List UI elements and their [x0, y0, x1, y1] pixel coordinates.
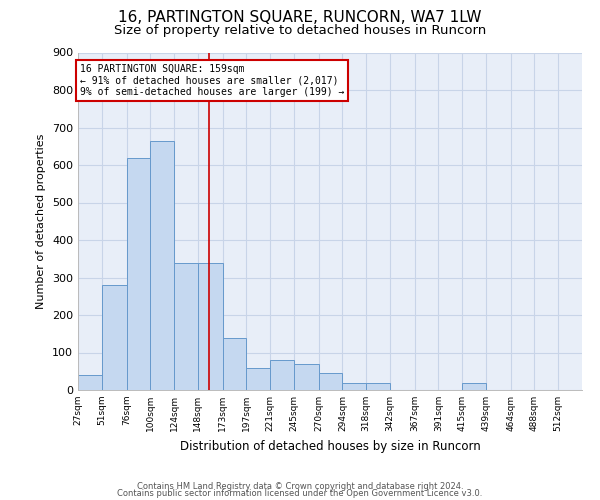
- Text: Contains public sector information licensed under the Open Government Licence v3: Contains public sector information licen…: [118, 490, 482, 498]
- Bar: [102, 285, 127, 390]
- Text: 16, PARTINGTON SQUARE, RUNCORN, WA7 1LW: 16, PARTINGTON SQUARE, RUNCORN, WA7 1LW: [118, 10, 482, 25]
- Bar: [174, 262, 198, 390]
- Bar: [198, 262, 223, 390]
- Bar: [78, 375, 102, 390]
- Text: Contains HM Land Registry data © Crown copyright and database right 2024.: Contains HM Land Registry data © Crown c…: [137, 482, 463, 491]
- Text: Size of property relative to detached houses in Runcorn: Size of property relative to detached ho…: [114, 24, 486, 37]
- Bar: [150, 140, 174, 390]
- Bar: [366, 382, 390, 390]
- Bar: [223, 338, 247, 390]
- Bar: [270, 360, 294, 390]
- Bar: [462, 383, 486, 390]
- X-axis label: Distribution of detached houses by size in Runcorn: Distribution of detached houses by size …: [179, 440, 481, 452]
- Bar: [127, 158, 150, 390]
- Bar: [247, 368, 270, 390]
- Bar: [319, 373, 343, 390]
- Y-axis label: Number of detached properties: Number of detached properties: [37, 134, 46, 309]
- Bar: [343, 382, 366, 390]
- Bar: [294, 364, 319, 390]
- Text: 16 PARTINGTON SQUARE: 159sqm
← 91% of detached houses are smaller (2,017)
9% of : 16 PARTINGTON SQUARE: 159sqm ← 91% of de…: [80, 64, 344, 97]
